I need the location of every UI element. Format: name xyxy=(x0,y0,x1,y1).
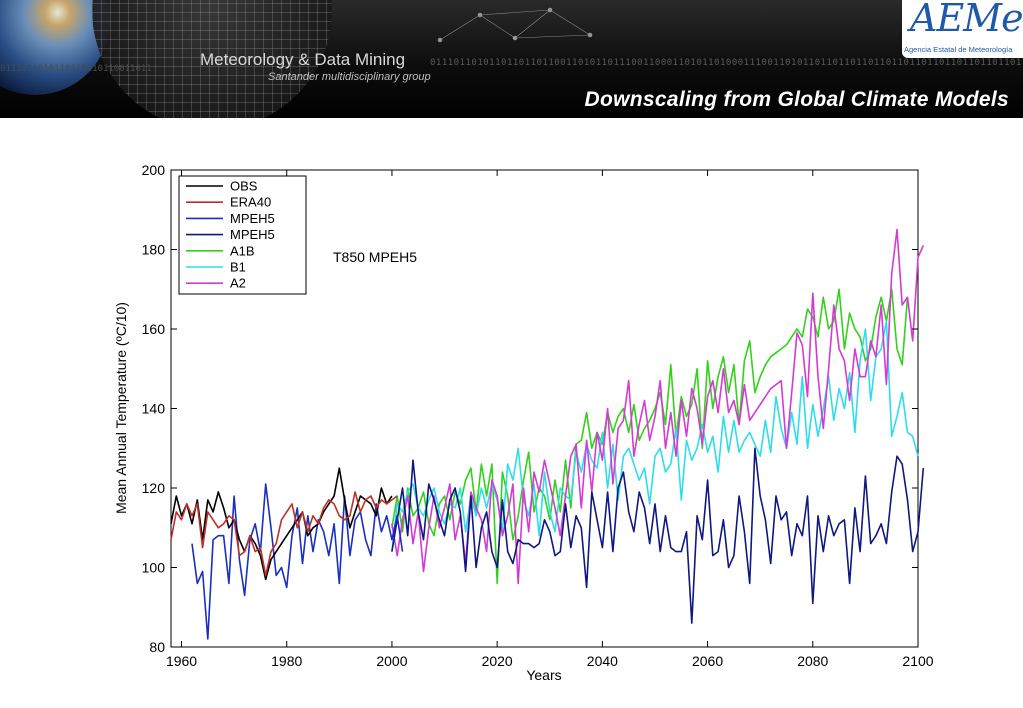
series-line-a2 xyxy=(391,228,925,585)
network-graphic xyxy=(437,7,593,43)
y-tick-label: 140 xyxy=(142,401,166,417)
series-line-mpeh5 xyxy=(191,483,404,640)
x-tick-label: 2080 xyxy=(797,653,828,669)
banner-title: Downscaling from Global Climate Models xyxy=(584,88,1009,111)
group-name: Meteorology & Data Mining xyxy=(200,50,406,69)
legend-label: A1B xyxy=(230,243,255,258)
y-axis-label: Mean Annual Temperature (ºC/10) xyxy=(113,302,129,514)
chart-annotation: T850 MPEH5 xyxy=(333,249,417,265)
legend-label: A2 xyxy=(230,276,246,291)
y-tick-label: 160 xyxy=(142,321,166,337)
series-line-obs xyxy=(170,467,393,581)
x-tick-label: 2100 xyxy=(902,653,933,669)
y-tick-label: 80 xyxy=(149,639,165,655)
aemet-logo: AEMet Agencia Estatal de Meteorología xyxy=(902,0,1023,58)
ticks-layer: 1960 1980 2000 2020 2040 2060 2080 2100 80 100 120… xyxy=(142,162,934,669)
series-layer xyxy=(170,228,925,640)
x-axis-label: Years xyxy=(526,667,561,683)
logo-wordmark: AEMet xyxy=(910,0,1023,40)
x-tick-label: 2060 xyxy=(692,653,723,669)
y-tick-label: 180 xyxy=(142,242,166,258)
x-tick-label: 1960 xyxy=(166,653,197,669)
group-subtitle: Santander multidisciplinary group xyxy=(268,71,431,83)
header-banner: 0111011010110110110110011011 01110110101… xyxy=(0,0,1023,118)
binary-strip: 0111011010110110110110011010110111001100… xyxy=(430,58,1023,68)
x-tick-label: 2020 xyxy=(482,653,513,669)
legend-label: MPEH5 xyxy=(230,227,275,242)
y-tick-label: 100 xyxy=(142,560,166,576)
legend-label: B1 xyxy=(230,260,246,275)
y-tick-label: 120 xyxy=(142,480,166,496)
binary-strip-left: 0111011010110110110110011011 xyxy=(0,64,152,74)
wireframe-globe-image xyxy=(92,0,332,118)
logo-subtitle: Agencia Estatal de Meteorología xyxy=(904,45,1013,54)
x-tick-label: 2000 xyxy=(376,653,407,669)
series-line-b1 xyxy=(391,320,919,552)
legend-label: MPEH5 xyxy=(230,211,275,226)
legend-label: OBS xyxy=(230,179,258,194)
x-tick-label: 1980 xyxy=(271,653,302,669)
series-line-mpeh5b xyxy=(391,447,925,624)
series-line-a1b xyxy=(391,288,909,585)
y-tick-label: 200 xyxy=(142,162,166,178)
legend-label: ERA40 xyxy=(230,195,271,210)
temperature-chart: 1960 1980 2000 2020 2040 2060 2080 2100 80 100 120… xyxy=(113,162,934,683)
series-line-era40 xyxy=(170,491,398,577)
x-tick-label: 2040 xyxy=(587,653,618,669)
